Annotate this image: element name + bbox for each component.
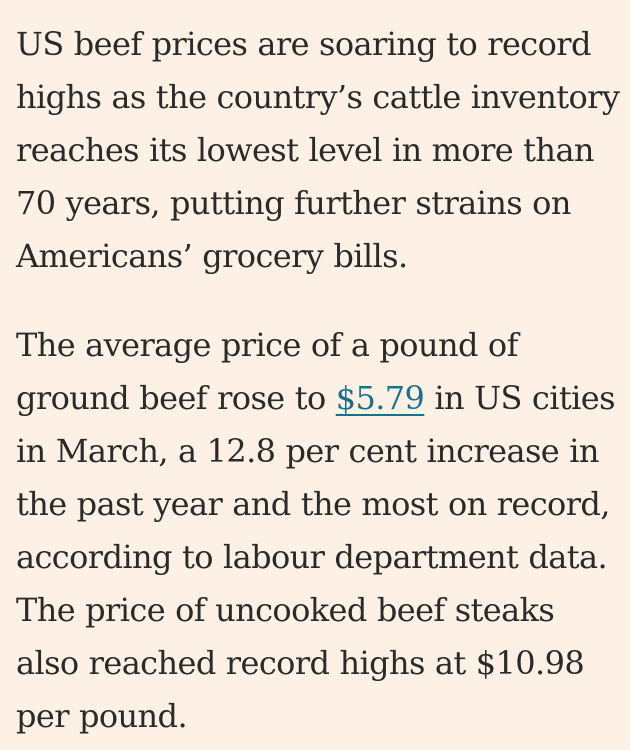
text-segment: in US cities <box>424 379 615 417</box>
article-paragraph-2: The average price of a pound of ground b… <box>16 319 615 743</box>
text-line: the past year and the most on record, <box>16 485 610 523</box>
article-paragraph-1: US beef prices are soaring to record hig… <box>16 18 620 283</box>
text-line: according to labour department data. <box>16 538 608 576</box>
text-line: highs as the country’s cattle inventory <box>16 78 620 116</box>
text-line: Americans’ grocery bills. <box>16 237 408 275</box>
ground-beef-price-link[interactable]: $5.79 <box>335 379 425 417</box>
text-line: The average price of a pound of <box>16 326 518 364</box>
text-line: reaches its lowest level in more than <box>16 131 595 169</box>
text-line: 70 years, putting further strains on <box>16 184 571 222</box>
text-segment: ground beef rose to <box>16 379 336 417</box>
text-line: in March, a 12.8 per cent increase in <box>16 432 599 470</box>
text-line: per pound. <box>16 697 188 735</box>
text-line: US beef prices are soaring to record <box>16 25 591 63</box>
text-line-with-link: ground beef rose to $5.79 in US cities <box>16 372 615 425</box>
text-line: also reached record highs at $10.98 <box>16 644 585 682</box>
text-line: The price of uncooked beef steaks <box>16 591 555 629</box>
